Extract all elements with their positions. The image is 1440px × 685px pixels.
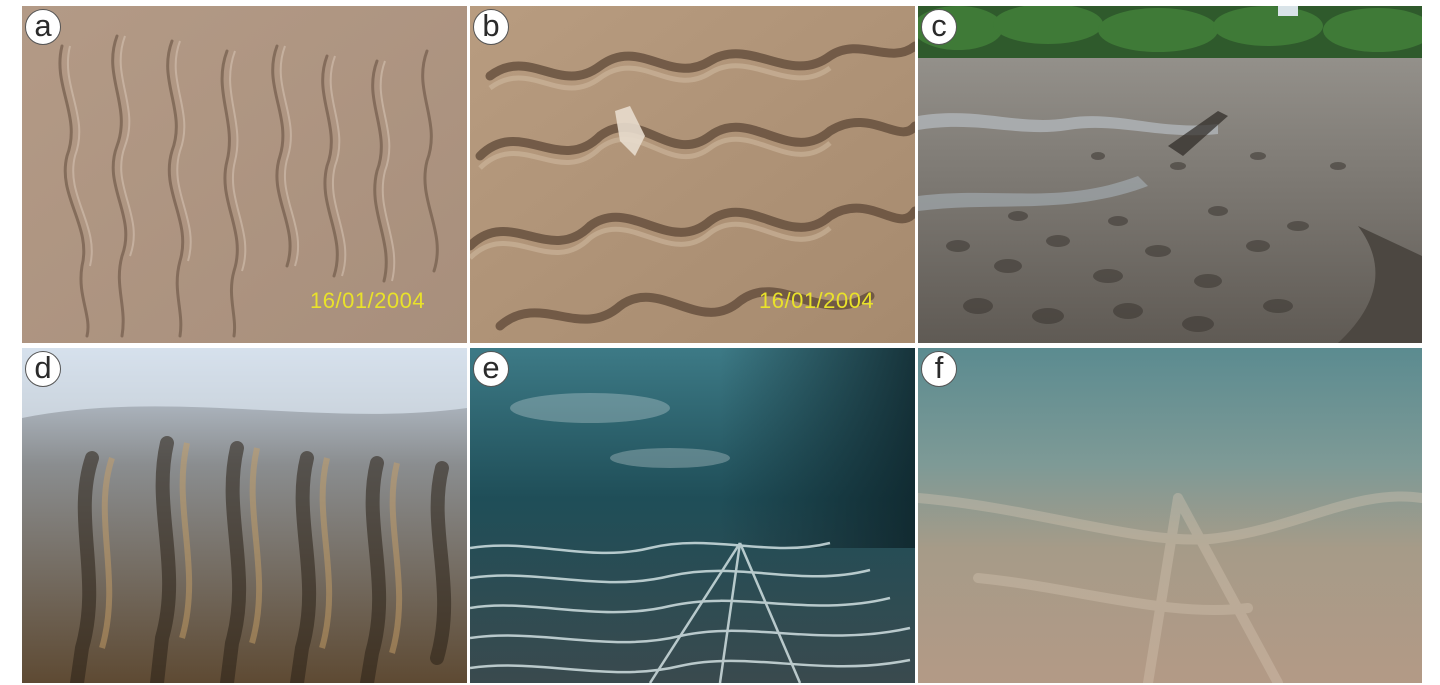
panel-label-f: f xyxy=(921,351,957,387)
sand-ripples-image-b xyxy=(470,6,915,343)
panel-label-e: e xyxy=(473,351,509,387)
panel-label-d: d xyxy=(25,351,61,387)
photo-date-b: 16/01/2004 xyxy=(759,288,875,313)
panel-label-b: b xyxy=(473,9,509,45)
photo-panel-f: f xyxy=(918,348,1422,683)
underwater-ripples-image-e xyxy=(470,348,915,683)
photo-panel-c: c xyxy=(918,6,1422,343)
underwater-seabed-image-f xyxy=(918,348,1422,683)
photo-panel-e: e xyxy=(470,348,915,683)
photo-panel-a: a 16/01/2004 xyxy=(22,6,467,343)
tidal-flat-image-c xyxy=(918,6,1422,343)
photo-panel-b: b 16/01/2004 xyxy=(470,6,915,343)
panel-label-a: a xyxy=(25,9,61,45)
panel-label-c: c xyxy=(921,9,957,45)
photo-date-a: 16/01/2004 xyxy=(310,288,426,313)
sand-ripples-image-a xyxy=(22,6,467,343)
photo-panel-d: d xyxy=(22,348,467,683)
shallow-water-ripples-image-d xyxy=(22,348,467,683)
